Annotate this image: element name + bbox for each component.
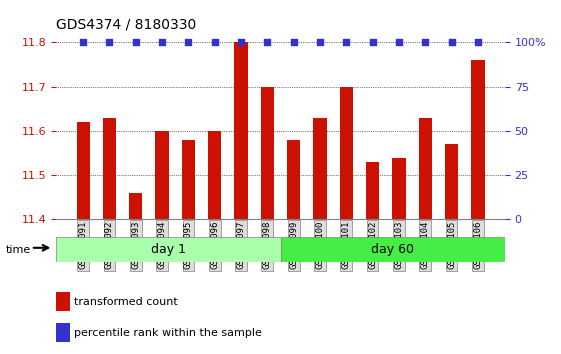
Bar [182, 140, 195, 219]
Bar [155, 131, 169, 219]
Bar [56, 323, 70, 342]
Text: transformed count: transformed count [74, 297, 178, 307]
Point [105, 40, 114, 45]
Point [315, 40, 324, 45]
Point [131, 40, 140, 45]
Bar [234, 42, 247, 219]
Point [184, 40, 193, 45]
Point [368, 40, 377, 45]
Bar [419, 118, 432, 219]
Text: day 60: day 60 [371, 243, 414, 256]
Bar [129, 193, 142, 219]
Bar [287, 140, 300, 219]
Bar [445, 144, 458, 219]
Bar [208, 131, 221, 219]
Point [210, 40, 219, 45]
Point [237, 40, 246, 45]
Bar [103, 118, 116, 219]
Text: GDS4374 / 8180330: GDS4374 / 8180330 [56, 18, 196, 32]
Bar [76, 122, 90, 219]
Text: percentile rank within the sample: percentile rank within the sample [74, 328, 262, 338]
Point [263, 40, 272, 45]
FancyBboxPatch shape [56, 237, 280, 262]
Text: time: time [6, 245, 31, 255]
Point [158, 40, 167, 45]
FancyBboxPatch shape [280, 237, 505, 262]
Bar [261, 87, 274, 219]
Bar [56, 292, 70, 311]
Bar [392, 158, 406, 219]
Point [394, 40, 403, 45]
Bar [314, 118, 327, 219]
Point [289, 40, 298, 45]
Point [342, 40, 351, 45]
Point [447, 40, 456, 45]
Bar [471, 60, 485, 219]
Point [79, 40, 88, 45]
Bar [340, 87, 353, 219]
Bar [366, 162, 379, 219]
Point [421, 40, 430, 45]
Text: day 1: day 1 [151, 243, 186, 256]
Point [473, 40, 482, 45]
